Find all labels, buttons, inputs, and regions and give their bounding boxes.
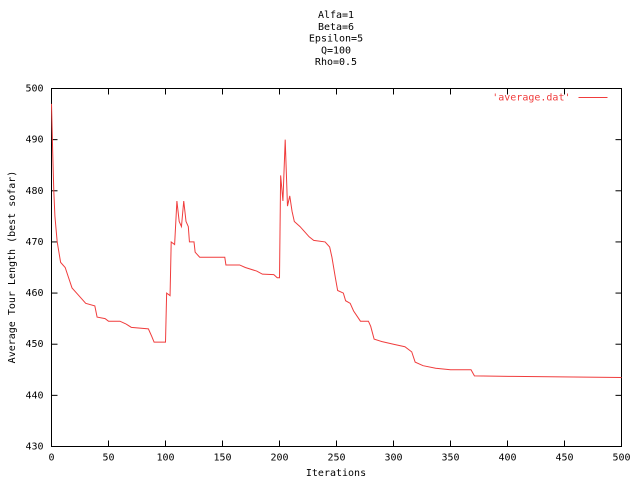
- chart-title: Rho=0.5: [315, 57, 357, 68]
- chart-title: Alfa=1: [318, 10, 354, 21]
- chart-title: Beta=6: [318, 22, 354, 33]
- chart-title: Epsilon=5: [309, 34, 363, 45]
- y-tick-label: 450: [25, 339, 43, 350]
- x-tick-label: 0: [48, 453, 54, 464]
- y-tick-label: 500: [25, 84, 43, 95]
- y-tick-label: 490: [25, 135, 43, 146]
- x-tick-label: 100: [156, 453, 174, 464]
- x-tick-label: 350: [441, 453, 459, 464]
- x-axis-label: Iterations: [306, 468, 366, 479]
- y-tick-label: 470: [25, 237, 43, 248]
- chart-title: Q=100: [321, 45, 351, 56]
- y-tick-label: 440: [25, 390, 43, 401]
- y-tick-label: 430: [25, 442, 43, 453]
- y-tick-label: 460: [25, 288, 43, 299]
- x-tick-label: 400: [498, 453, 516, 464]
- x-tick-label: 250: [327, 453, 345, 464]
- x-tick-label: 200: [270, 453, 288, 464]
- y-axis-label: Average Tour Length (best sofar): [7, 171, 18, 364]
- x-tick-label: 150: [213, 453, 231, 464]
- x-tick-label: 50: [102, 453, 114, 464]
- x-tick-label: 300: [384, 453, 402, 464]
- x-tick-label: 450: [555, 453, 573, 464]
- data-line: [51, 103, 622, 378]
- x-tick-label: 500: [612, 453, 630, 464]
- y-tick-label: 480: [25, 186, 43, 197]
- legend-label: 'average.dat': [492, 93, 570, 104]
